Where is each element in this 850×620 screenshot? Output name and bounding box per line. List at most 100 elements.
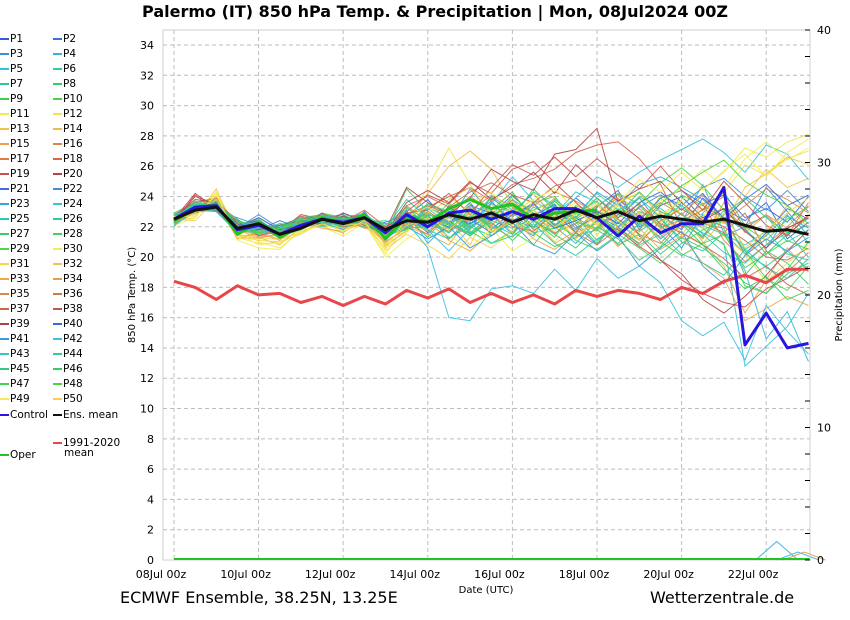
legend-label: P35 <box>10 288 30 300</box>
legend-label: P30 <box>63 243 83 255</box>
legend-item-p49: P49 <box>0 392 30 406</box>
x-tick-label: 20Jul 00z <box>643 568 694 581</box>
legend-swatch <box>53 368 62 370</box>
legend-label: P7 <box>10 78 24 90</box>
legend-swatch <box>53 442 62 444</box>
legend-label: P19 <box>10 168 30 180</box>
y2-tick-label: 20 <box>817 289 831 302</box>
legend-item-p11: P11 <box>0 107 30 121</box>
legend-label: P22 <box>63 183 83 195</box>
legend-swatch <box>53 38 62 40</box>
legend-label: P39 <box>10 318 30 330</box>
legend-item-p3: P3 <box>0 47 23 61</box>
legend-item-p12: P12 <box>53 107 83 121</box>
legend-label: P46 <box>63 363 83 375</box>
legend-label: P42 <box>63 333 83 345</box>
footer-site: Wetterzentrale.de <box>650 588 795 607</box>
legend-swatch <box>0 293 9 295</box>
legend-swatch <box>0 98 9 100</box>
legend-swatch <box>0 383 9 385</box>
legend-item-p7: P7 <box>0 77 23 91</box>
legend-label: P49 <box>10 393 30 405</box>
legend-item-p31: P31 <box>0 257 30 271</box>
legend-label: P34 <box>63 273 83 285</box>
legend-label: P37 <box>10 303 30 315</box>
legend-item-p42: P42 <box>53 332 83 346</box>
legend-swatch <box>53 218 62 220</box>
legend-swatch <box>53 158 62 160</box>
member-line-p30 <box>173 141 809 258</box>
legend-label: P2 <box>63 33 77 45</box>
precipitation-layer <box>174 540 826 561</box>
y-axis-label: 850 hPa Temp. (°C) <box>127 247 138 343</box>
legend-item-p26: P26 <box>53 212 83 226</box>
legend-item-p32: P32 <box>53 257 83 271</box>
legend-label: P41 <box>10 333 30 345</box>
legend-item-p14: P14 <box>53 122 83 136</box>
y-tick-label: 0 <box>147 554 154 567</box>
legend-label-climate-2: mean <box>64 447 94 459</box>
legend-label: P36 <box>63 288 83 300</box>
legend-swatch <box>53 233 62 235</box>
legend-label: P11 <box>10 108 30 120</box>
x-tick-label: 22Jul 00z <box>728 568 779 581</box>
legend-item-p28: P28 <box>53 227 83 241</box>
legend-swatch <box>0 38 9 40</box>
chart-title: Palermo (IT) 850 hPa Temp. & Precipitati… <box>142 2 728 21</box>
x-tick-label: 08Jul 00z <box>136 568 187 581</box>
legend-label: Control <box>10 409 48 421</box>
legend-label: P5 <box>10 63 24 75</box>
legend-label: P25 <box>10 213 30 225</box>
ensemble-members <box>173 127 809 368</box>
legend-label: P9 <box>10 93 24 105</box>
y-tick-label: 10 <box>140 403 154 416</box>
legend-label: P50 <box>63 393 83 405</box>
y-tick-label: 4 <box>147 493 154 506</box>
legend-swatch <box>53 68 62 70</box>
legend-label: P24 <box>63 198 83 210</box>
special-series <box>173 185 809 350</box>
legend-item-control: Control <box>0 408 48 422</box>
legend-swatch <box>0 233 9 235</box>
legend-item-ens-mean: Ens. mean <box>53 408 118 422</box>
y-tick-label: 16 <box>140 312 154 325</box>
legend-swatch <box>0 158 9 160</box>
legend-item-p1: P1 <box>0 32 23 46</box>
legend-label: 1991-2020 <box>63 437 121 449</box>
legend-item-p9: P9 <box>0 92 23 106</box>
legend-swatch <box>0 68 9 70</box>
legend-swatch <box>0 188 9 190</box>
legend-swatch <box>53 278 62 280</box>
legend-swatch <box>53 53 62 55</box>
legend-item-p44: P44 <box>53 347 83 361</box>
legend-item-p37: P37 <box>0 302 30 316</box>
legend-swatch <box>53 83 62 85</box>
y2-tick-label: 30 <box>817 157 831 170</box>
x-axis-label: Date (UTC) <box>459 585 514 596</box>
legend-item-p22: P22 <box>53 182 83 196</box>
legend-item-p50: P50 <box>53 392 83 406</box>
legend-swatch <box>0 454 9 456</box>
member-line-p19 <box>173 161 809 308</box>
legend-swatch <box>53 414 62 416</box>
legend-swatch <box>53 323 62 325</box>
legend-label: P12 <box>63 108 83 120</box>
legend-swatch <box>0 248 9 250</box>
legend-item-oper: Oper <box>0 448 36 462</box>
legend-item-p5: P5 <box>0 62 23 76</box>
legend-swatch <box>0 368 9 370</box>
legend-item-p24: P24 <box>53 197 83 211</box>
legend-swatch <box>0 353 9 355</box>
legend-swatch <box>53 383 62 385</box>
legend-swatch <box>0 218 9 220</box>
legend-item-p19: P19 <box>0 167 30 181</box>
y-tick-label: 34 <box>140 39 154 52</box>
legend-item-climate: 1991-2020 <box>53 436 120 450</box>
legend-swatch <box>0 173 9 175</box>
legend-item-p27: P27 <box>0 227 30 241</box>
legend-item-p39: P39 <box>0 317 30 331</box>
legend-item-p40: P40 <box>53 317 83 331</box>
legend-swatch <box>0 338 9 340</box>
footer-source: ECMWF Ensemble, 38.25N, 13.25E <box>120 588 398 607</box>
